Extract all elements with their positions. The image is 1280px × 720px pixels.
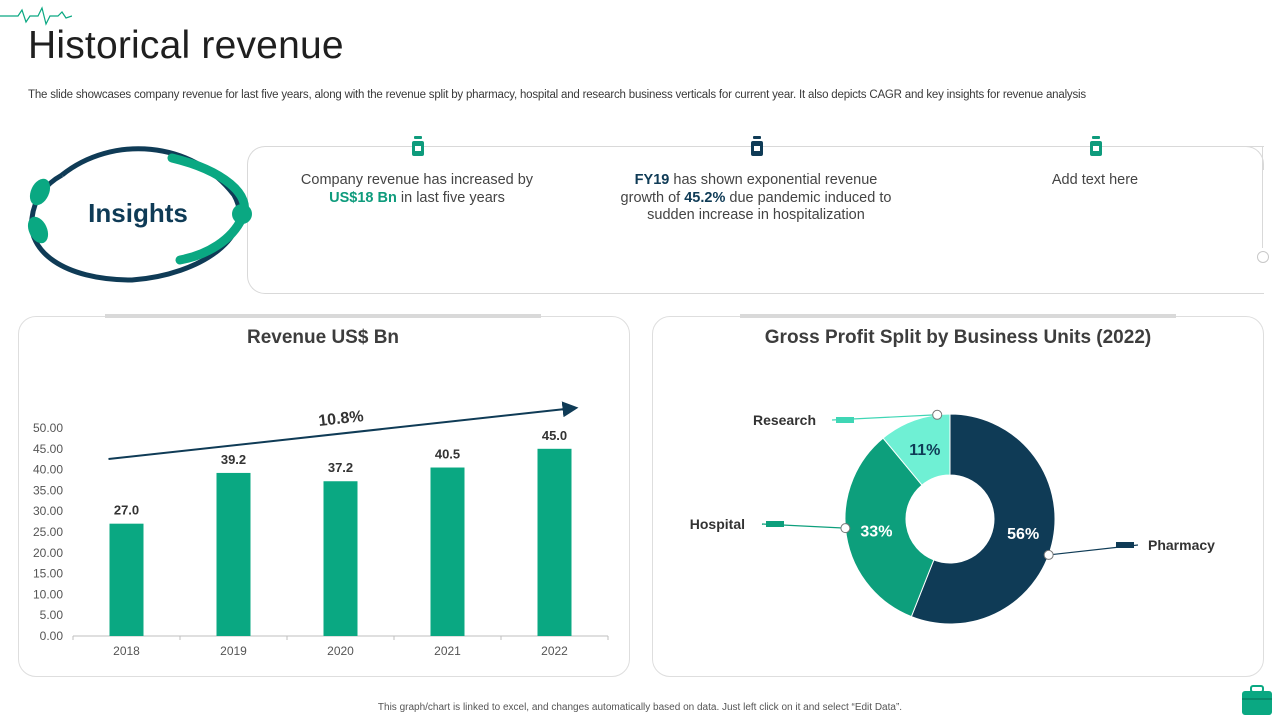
revenue-bar-chart: 0.00 5.00 10.00 15.00 20.00 25.00 30.00 35.00 40… (33, 401, 609, 658)
insight-2-highlight-pct: 45.2% (684, 189, 726, 206)
profit-panel-accent (740, 314, 1176, 318)
page-title: Historical revenue (28, 24, 344, 67)
footnote: This graph/chart is linked to excel, and… (377, 702, 903, 713)
bar-value-label: 39.2 (221, 452, 246, 467)
x-tick-label: 2019 (220, 644, 247, 658)
insight-text-1: Company revenue has increased by US$18 B… (277, 172, 557, 207)
heartbeat-line-icon (0, 6, 72, 26)
medicine-bottle-icon (1090, 136, 1102, 156)
y-tick-label: 30.00 (33, 504, 63, 518)
insight-1-text-b: in last five years (400, 189, 505, 206)
revenue-bar (537, 448, 572, 636)
insight-text-3: Add text here (955, 172, 1235, 190)
segment-value-label: 11% (909, 442, 940, 459)
y-tick-label: 45.00 (33, 442, 63, 456)
y-tick-label: 0.00 (40, 629, 64, 643)
page-subtitle: The slide showcases company revenue for … (28, 89, 1086, 101)
revenue-bar (323, 481, 358, 636)
revenue-bar (109, 523, 144, 636)
insight-3-text: Add text here (1051, 172, 1139, 188)
revenue-bar (430, 467, 465, 636)
revenue-chart-title: Revenue US$ Bn (246, 327, 400, 348)
medicine-bottle-icon (751, 136, 763, 156)
y-tick-label: 15.00 (33, 567, 63, 581)
insight-2-text-a: has shown exponential revenue growth of (620, 172, 878, 206)
bar-value-label: 27.0 (114, 503, 139, 518)
insights-frame-edge (1262, 146, 1263, 248)
x-tick-label: 2020 (327, 644, 354, 658)
x-tick-label: 2018 (113, 644, 140, 658)
y-tick-label: 5.00 (40, 608, 64, 622)
insight-2-highlight-year: FY19 (634, 172, 670, 188)
insights-heading: Insights (88, 198, 188, 228)
bar-value-label: 40.5 (435, 447, 460, 462)
donut-segment-research (882, 413, 951, 486)
segment-value-label: 56% (1007, 526, 1039, 543)
x-tick-label: 2021 (434, 644, 461, 658)
insight-text-2: FY19 has shown exponential revenue growt… (616, 172, 896, 225)
y-tick-label: 40.00 (33, 463, 63, 477)
bar-value-label: 45.0 (542, 428, 567, 443)
insight-2-text-b: due pandemic induced to sudden increase … (647, 189, 892, 224)
cagr-trend-arrow (108, 401, 579, 460)
y-tick-label: 10.00 (33, 587, 63, 601)
medicine-bottle-icon (412, 136, 424, 156)
revenue-bar (216, 472, 251, 636)
donut-segment-pharmacy (910, 413, 1056, 625)
leader-anchor-dot (840, 523, 851, 534)
syringe-icon (766, 521, 784, 527)
segment-name-label: Hospital (690, 516, 745, 532)
cagr-label: 10.8% (318, 408, 365, 430)
ring-icon (1257, 251, 1269, 263)
segment-value-label: 33% (860, 524, 892, 541)
x-tick-label: 2022 (541, 644, 568, 658)
y-tick-label: 25.00 (33, 525, 63, 539)
segment-name-label: Research (753, 412, 816, 428)
syringe-icon (836, 417, 854, 423)
profit-chart-title: Gross Profit Split by Business Units (20… (764, 327, 1152, 348)
y-tick-label: 35.00 (33, 483, 63, 497)
profit-split-donut-chart: 56% 33% 11% Pharmacy Hospital Research (690, 409, 1215, 625)
insight-1-text-a: Company revenue has increased by (300, 172, 534, 188)
stethoscope-icon (27, 146, 252, 283)
y-tick-label: 20.00 (33, 546, 63, 560)
leader-anchor-dot (932, 409, 943, 420)
medical-bag-icon (1242, 685, 1272, 715)
bar-value-label: 37.2 (328, 460, 353, 475)
segment-name-label: Pharmacy (1148, 537, 1215, 553)
y-tick-label: 50.00 (33, 421, 63, 435)
insight-1-highlight: US$18 Bn (329, 189, 397, 206)
donut-segment-hospital (844, 437, 935, 618)
leader-anchor-dot (1043, 549, 1054, 560)
syringe-icon (1116, 542, 1134, 548)
revenue-panel-accent (105, 314, 541, 318)
